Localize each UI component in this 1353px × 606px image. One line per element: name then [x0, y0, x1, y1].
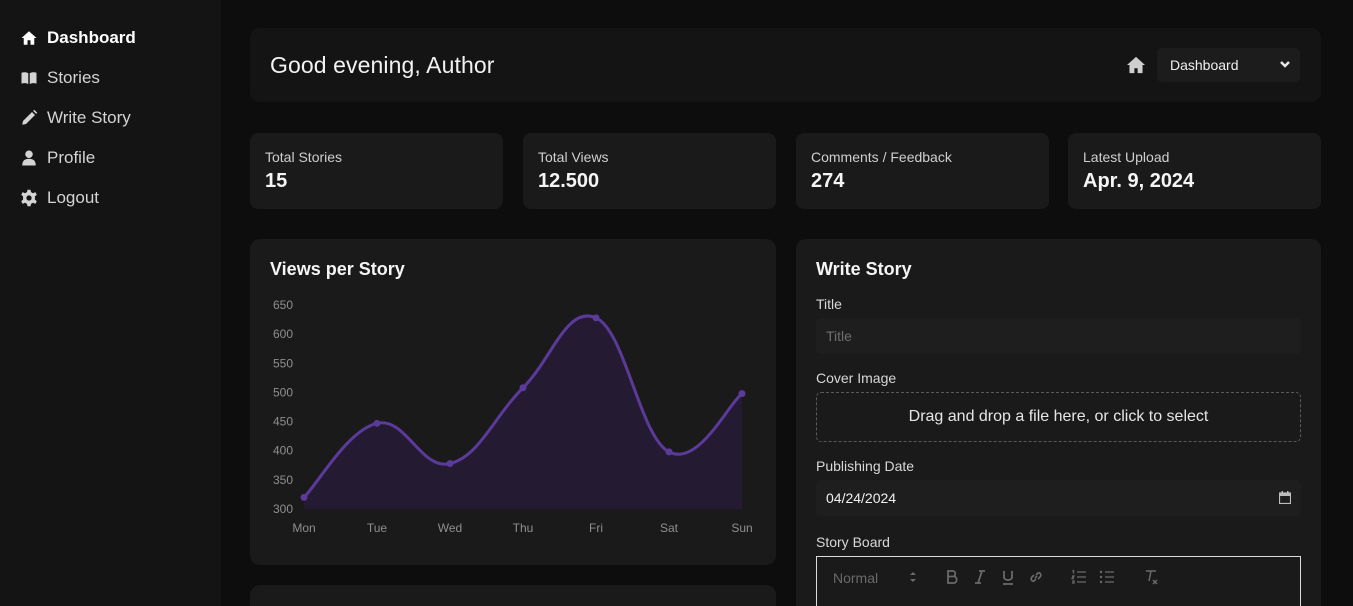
sidebar-item-logout[interactable]: Logout	[0, 186, 221, 210]
x-tick-label: Mon	[292, 521, 315, 535]
stat-label: Comments / Feedback	[811, 149, 952, 165]
chart-title: Views per Story	[270, 259, 405, 279]
stat-card-total-stories: Total Stories 15	[250, 133, 503, 209]
sidebar-item-label: Write Story	[47, 108, 131, 127]
ordered-list-icon[interactable]	[1070, 569, 1087, 585]
write-story-panel: Write Story Title Cover Image Drag and d…	[796, 239, 1321, 606]
cover-image-dropzone[interactable]: Drag and drop a file here, or click to s…	[816, 392, 1301, 442]
stat-value: 12.500	[538, 170, 600, 192]
views-chart: 300 350 400 450 500 550 600 650 Mon Tue Wed Thu Fri S…	[273, 298, 753, 535]
sidebar-item-label: Stories	[47, 68, 100, 87]
sidebar-item-write-story[interactable]: Write Story	[0, 106, 221, 130]
home-icon	[19, 28, 39, 48]
header-card: Good evening, Author Dashboard	[250, 28, 1321, 102]
publishing-date-label: Publishing Date	[816, 458, 915, 474]
x-tick-label: Sun	[731, 521, 752, 535]
greeting-title: Good evening, Author	[270, 52, 495, 78]
data-point	[446, 460, 454, 468]
write-story-title: Write Story	[816, 259, 912, 279]
y-tick-label: 350	[273, 473, 293, 487]
x-tick-label: Thu	[513, 521, 534, 535]
clear-format-icon[interactable]	[1143, 569, 1159, 585]
chevron-down-icon	[1279, 57, 1291, 69]
stat-value: Apr. 9, 2024	[1083, 170, 1195, 192]
sidebar-item-stories[interactable]: Stories	[0, 66, 221, 90]
x-tick-label: Wed	[438, 521, 462, 535]
y-tick-label: 650	[273, 298, 293, 312]
editor-toolbar: Normal	[816, 556, 1301, 606]
user-icon	[19, 148, 39, 168]
y-tick-label: 500	[273, 385, 293, 399]
views-chart-panel: Views per Story 300 350 400 450 500 550 600 650…	[250, 239, 776, 565]
x-tick-label: Fri	[589, 521, 603, 535]
pencil-icon	[19, 108, 39, 128]
underline-icon[interactable]	[1000, 569, 1016, 585]
date-value: 04/24/2024	[826, 490, 897, 506]
y-tick-label: 550	[273, 356, 293, 370]
bullet-list-icon[interactable]	[1099, 569, 1115, 585]
format-select[interactable]: Normal	[833, 570, 879, 586]
data-point	[665, 448, 673, 456]
stat-label: Latest Upload	[1083, 149, 1170, 165]
sidebar-item-dashboard[interactable]: Dashboard	[0, 26, 221, 50]
y-tick-label: 450	[273, 415, 293, 429]
data-point	[738, 390, 746, 398]
sidebar-item-label: Dashboard	[47, 28, 136, 47]
x-tick-label: Sat	[660, 521, 679, 535]
stat-card-comments: Comments / Feedback 274	[796, 133, 1049, 209]
main-content: Good evening, Author Dashboard Total Sto…	[221, 0, 1353, 606]
stat-label: Total Views	[538, 149, 609, 165]
y-tick-label: 600	[273, 327, 293, 341]
book-icon	[19, 68, 39, 88]
sidebar-item-label: Logout	[47, 188, 99, 207]
title-label: Title	[816, 296, 842, 312]
title-input[interactable]	[816, 318, 1301, 354]
y-tick-label: 400	[273, 444, 293, 458]
stat-label: Total Stories	[265, 149, 343, 165]
data-point	[592, 314, 600, 322]
x-tick-label: Tue	[367, 521, 388, 535]
cover-image-label: Cover Image	[816, 370, 897, 386]
data-point	[300, 493, 308, 501]
link-icon[interactable]	[1028, 569, 1044, 585]
sidebar: Dashboard Stories Write Story Profile Lo…	[0, 0, 221, 606]
calendar-icon[interactable]	[1278, 491, 1292, 505]
page-select[interactable]: Dashboard	[1157, 48, 1300, 82]
bold-icon[interactable]	[944, 569, 960, 585]
sidebar-item-label: Profile	[47, 148, 96, 167]
stat-card-latest-upload: Latest Upload Apr. 9, 2024	[1068, 133, 1321, 209]
stat-value: 274	[811, 170, 845, 192]
select-arrows-icon[interactable]	[908, 569, 918, 585]
page-select-value: Dashboard	[1170, 57, 1239, 73]
italic-icon[interactable]	[972, 569, 988, 585]
area-fill	[304, 315, 742, 509]
stat-value: 15	[265, 170, 288, 192]
data-point	[373, 419, 381, 427]
gear-icon	[19, 188, 39, 208]
story-board-label: Story Board	[816, 534, 890, 550]
publishing-date-input[interactable]: 04/24/2024	[816, 480, 1301, 516]
secondary-panel	[250, 585, 776, 606]
sidebar-item-profile[interactable]: Profile	[0, 146, 221, 170]
data-point	[519, 384, 527, 392]
stat-card-total-views: Total Views 12.500	[523, 133, 776, 209]
home-icon[interactable]	[1126, 56, 1148, 76]
y-tick-label: 300	[273, 502, 293, 516]
